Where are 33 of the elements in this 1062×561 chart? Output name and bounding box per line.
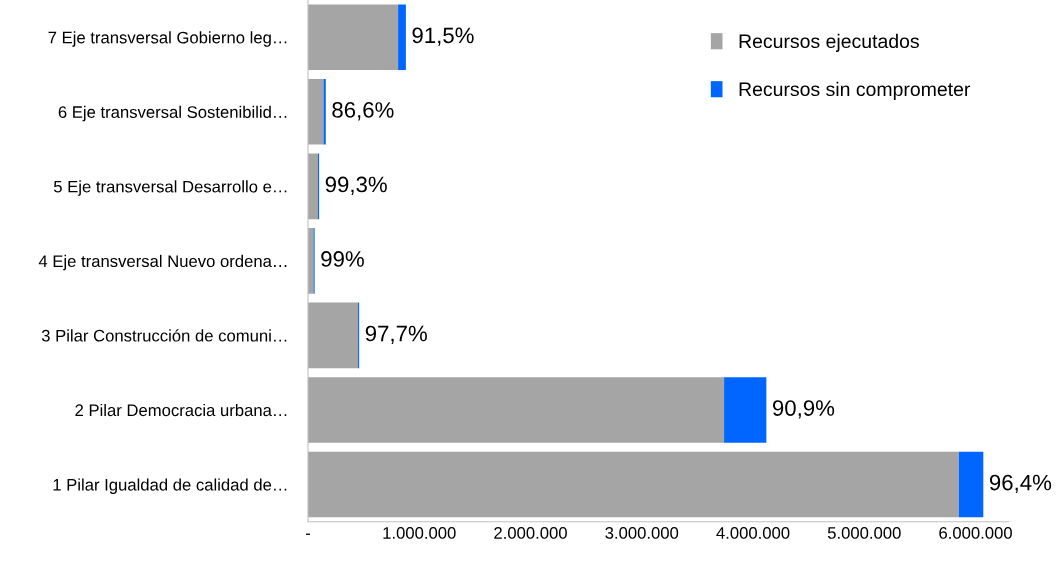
y-tick-label: 5 Eje transversal Desarrollo e…	[53, 180, 287, 196]
annotation: 91,5%	[412, 27, 474, 46]
annotation: 97,7%	[365, 325, 427, 344]
y-tick-label: 3 Pilar Construcción de comuni…	[41, 329, 287, 342]
legend-label: Recursos ejecutados	[739, 33, 919, 52]
annotation: 99,3%	[325, 176, 387, 195]
y-tick-label: 2 Pilar Democracia urbana…	[75, 403, 287, 417]
bar	[307, 302, 359, 369]
bar	[307, 4, 399, 71]
y-tick-label: 6 Eje transversal Sostenibilid…	[58, 105, 287, 122]
x-tick-label: 5.000.000	[827, 527, 901, 539]
x-tick-label: 3.000.000	[605, 527, 679, 539]
y-tick-label: 1 Pilar Igualdad de calidad de…	[53, 478, 287, 494]
x-tick-label: 1.000.000	[383, 527, 456, 539]
legend-label: Recursos sin comprometer	[739, 81, 971, 100]
annotation: 96,4%	[989, 474, 1052, 494]
bar	[307, 377, 725, 443]
annotation: 99%	[321, 251, 364, 267]
bar	[724, 377, 767, 443]
bar	[307, 79, 324, 145]
x-tick-label: 6.000.000	[939, 527, 1012, 539]
x-tick-label: -	[305, 533, 311, 535]
bar	[958, 451, 984, 518]
bar	[307, 451, 959, 518]
y-tick-label: 4 Eje transversal Nuevo ordena…	[38, 254, 287, 271]
x-tick-label: 2.000.000	[494, 527, 567, 539]
bar	[398, 4, 406, 71]
bar	[323, 79, 326, 145]
annotation: 90,9%	[772, 400, 835, 419]
y-tick-label: 7 Eje transversal Gobierno leg…	[48, 31, 287, 47]
bar	[307, 228, 314, 294]
annotation: 86,6%	[332, 102, 394, 121]
x-tick-label: 4.000.000	[716, 527, 790, 539]
